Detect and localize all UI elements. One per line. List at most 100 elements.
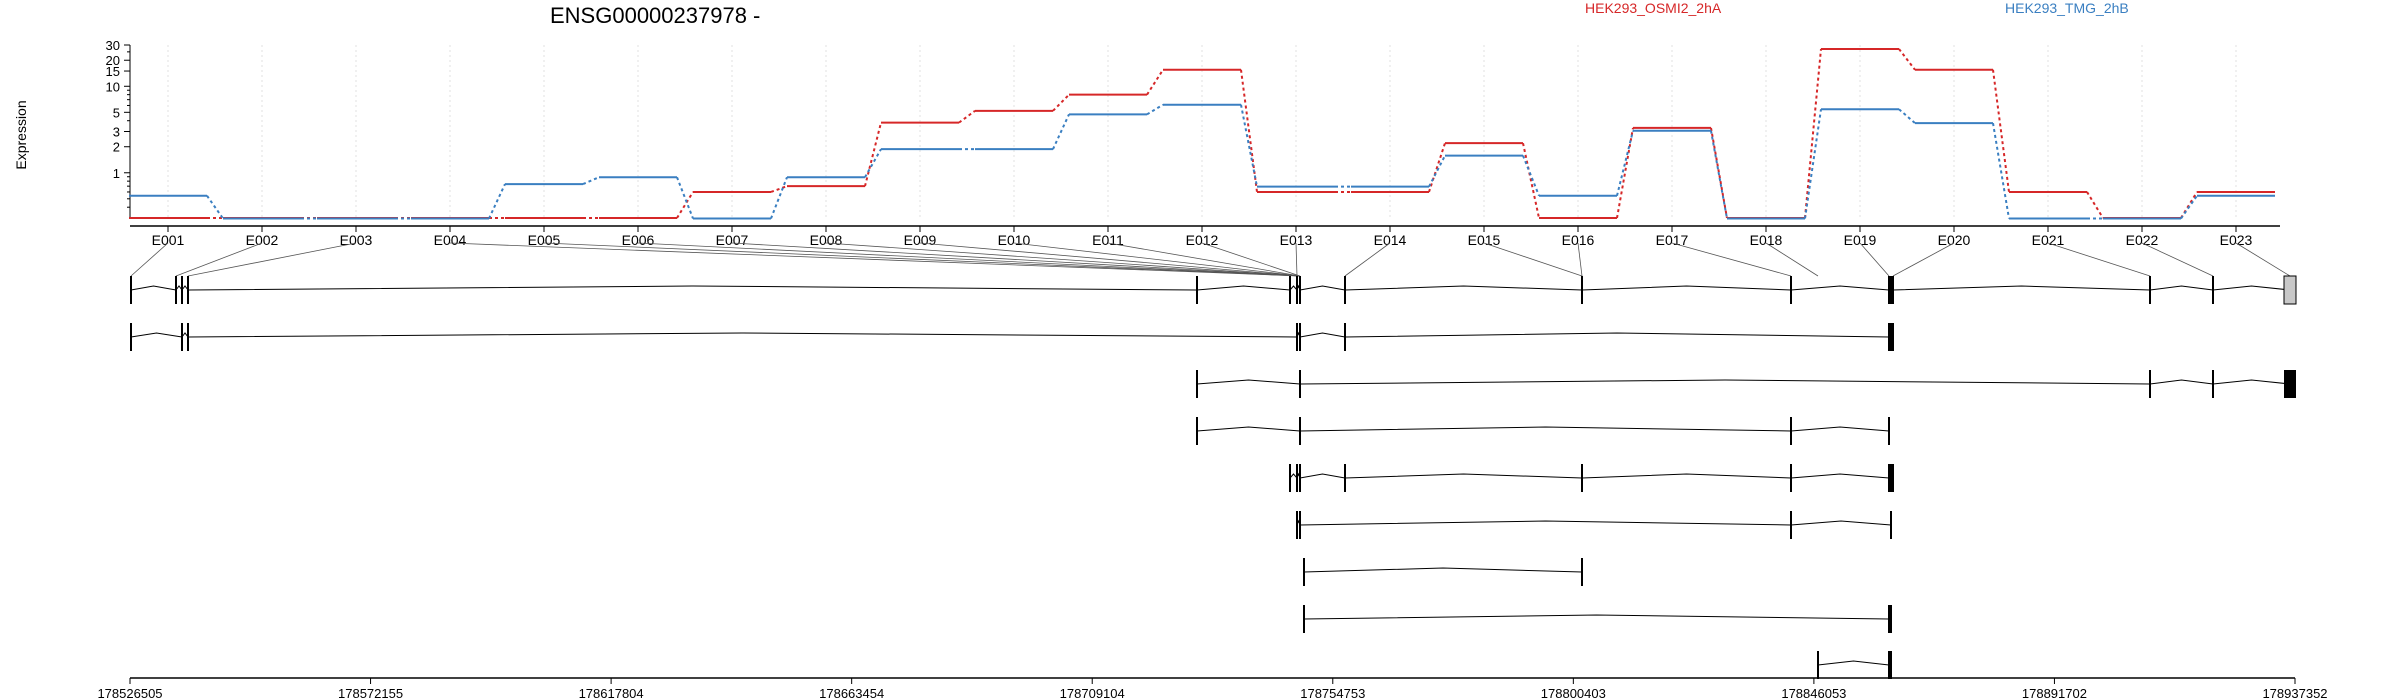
exon-box	[2283, 275, 2297, 305]
series-lines	[129, 47, 2275, 220]
exon-label-E017: E017	[1656, 232, 1689, 248]
transcript-3	[1196, 370, 2296, 398]
exon-label-E004: E004	[434, 232, 467, 248]
y-tick-label-20: 20	[106, 53, 120, 68]
intron	[130, 285, 177, 291]
series-2-connector	[1992, 122, 2010, 219]
coordinate-label: 178572155	[338, 686, 403, 700]
intron	[1299, 285, 1346, 291]
series-2-connector	[770, 176, 788, 219]
series-1-connector	[2086, 191, 2104, 219]
intron	[1196, 426, 1301, 432]
connector-E018	[1765, 242, 1819, 277]
coordinate-label: 178526505	[97, 686, 162, 700]
connector-E013	[1295, 242, 1298, 277]
series-2-connector	[582, 176, 600, 185]
intron	[2212, 285, 2291, 291]
exon-label-E020: E020	[1938, 232, 1971, 248]
connector-E012	[1201, 242, 1301, 277]
transcript-2	[130, 323, 1894, 351]
series-2-connector	[1710, 130, 1728, 219]
intron	[2212, 379, 2291, 385]
exon-label-E021: E021	[2032, 232, 2065, 248]
exon-label-E016: E016	[1562, 232, 1595, 248]
series-2-connector	[1428, 155, 1446, 188]
exon-label-E014: E014	[1374, 232, 1407, 248]
genomic-coordinate-axis: 178526505 178572155 178617804 178663454 1787…	[97, 677, 2328, 700]
series-2-connector	[1240, 104, 1258, 187]
intron	[1344, 285, 1583, 291]
y-tick-label-10: 10	[106, 79, 120, 94]
intron	[1581, 473, 1792, 479]
intron	[130, 332, 183, 338]
transcript-6	[1296, 511, 1892, 539]
y-tick-label-3: 3	[113, 125, 120, 140]
intron	[1303, 567, 1583, 573]
coordinate-label: 178937352	[2262, 686, 2327, 700]
exon-label-E019: E019	[1844, 232, 1877, 248]
coordinate-label: 178617804	[579, 686, 644, 700]
series-2-connector	[488, 183, 506, 219]
y-tick-label-1: 1	[113, 166, 120, 181]
intron	[1581, 285, 1792, 291]
intron	[1790, 426, 1890, 432]
coordinate-label: 178800403	[1541, 686, 1606, 700]
connector-E002	[175, 242, 263, 277]
connector-E005	[543, 242, 1301, 277]
intron	[1344, 332, 1890, 338]
series-1-connector	[676, 191, 694, 219]
exon-label-E010: E010	[998, 232, 1031, 248]
intron	[1892, 285, 2151, 291]
intron	[1817, 660, 1890, 666]
intron	[1299, 332, 1346, 338]
y-tick-label-15: 15	[106, 64, 120, 79]
exon-label-E005: E005	[528, 232, 561, 248]
connector-E020	[1892, 242, 1955, 277]
exon-label-E006: E006	[622, 232, 655, 248]
connector-E006	[637, 242, 1301, 277]
series-1-connector	[958, 110, 976, 124]
coordinate-label: 178891702	[2022, 686, 2087, 700]
intron	[187, 285, 1198, 291]
series-2-connector	[1146, 103, 1164, 116]
connector-E015	[1483, 242, 1583, 277]
intron	[1289, 285, 1298, 291]
intron	[1303, 614, 1890, 620]
y-axis-label: Expression	[13, 100, 29, 169]
series-1-connector	[770, 185, 788, 193]
series-2-connector	[1616, 130, 1634, 196]
exon-label-E023: E023	[2220, 232, 2253, 248]
connector-E003	[187, 242, 357, 277]
exon-label-E012: E012	[1186, 232, 1219, 248]
intron	[1299, 379, 2151, 385]
connector-E022	[2141, 242, 2214, 277]
connector-E014	[1344, 242, 1391, 277]
exon-box	[2284, 370, 2296, 398]
connector-E011	[1107, 242, 1301, 277]
series-1-connector	[1804, 48, 1822, 219]
series-2-connector	[206, 195, 224, 220]
transcript-models	[130, 275, 2297, 679]
coordinate-label: 178846053	[1781, 686, 1846, 700]
coordinate-label: 178754753	[1300, 686, 1365, 700]
connector-E017	[1671, 242, 1792, 277]
series-1-connector	[1522, 142, 1540, 219]
series-1-connector	[2180, 191, 2198, 219]
exon-label-E018: E018	[1750, 232, 1783, 248]
intron	[1289, 473, 1298, 479]
exon-label-E003: E003	[340, 232, 373, 248]
exon-label-E008: E008	[810, 232, 843, 248]
coordinate-label: 178709104	[1060, 686, 1125, 700]
series-1-connector	[1992, 69, 2010, 193]
intron	[1196, 285, 1291, 291]
transcript-1	[130, 275, 2297, 305]
transcript-8	[1303, 605, 1892, 633]
connector-E004	[449, 242, 1301, 277]
connector-E019	[1859, 242, 1890, 277]
exon-label-E009: E009	[904, 232, 937, 248]
intron	[1790, 520, 1892, 526]
series-1-connector	[1428, 142, 1446, 193]
intron	[1299, 520, 1792, 526]
exon-label-E015: E015	[1468, 232, 1501, 248]
